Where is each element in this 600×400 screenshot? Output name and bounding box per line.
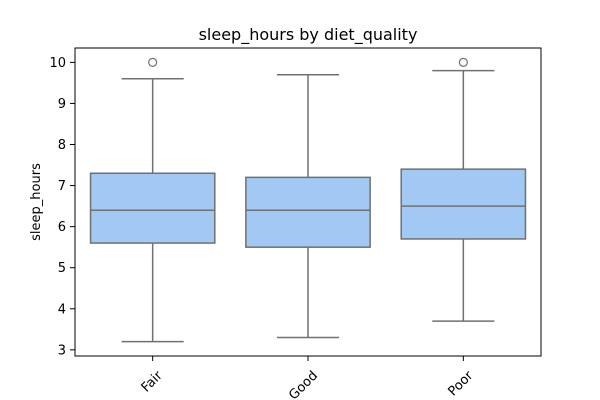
- y-tick-label: 5: [58, 261, 66, 276]
- y-tick-label: 7: [58, 179, 66, 194]
- box-group-good: [245, 73, 371, 339]
- y-tick-label: 10: [49, 56, 66, 71]
- box-iqr: [245, 176, 371, 248]
- y-tick-label: 8: [58, 138, 66, 153]
- y-tick-label: 3: [58, 343, 66, 358]
- box-group-fair: [89, 57, 216, 343]
- outlier-point: [148, 57, 158, 67]
- box-iqr: [400, 168, 527, 240]
- box-iqr: [89, 172, 216, 244]
- outlier-point: [458, 57, 468, 67]
- y-tick-label: 4: [58, 302, 66, 317]
- y-axis-label: sleep_hours: [29, 163, 44, 241]
- chart-title: sleep_hours by diet_quality: [199, 25, 418, 45]
- box-group-poor: [400, 57, 527, 322]
- y-tick-label: 6: [58, 220, 66, 235]
- y-tick-label: 9: [58, 97, 66, 112]
- plot-area: [89, 57, 527, 343]
